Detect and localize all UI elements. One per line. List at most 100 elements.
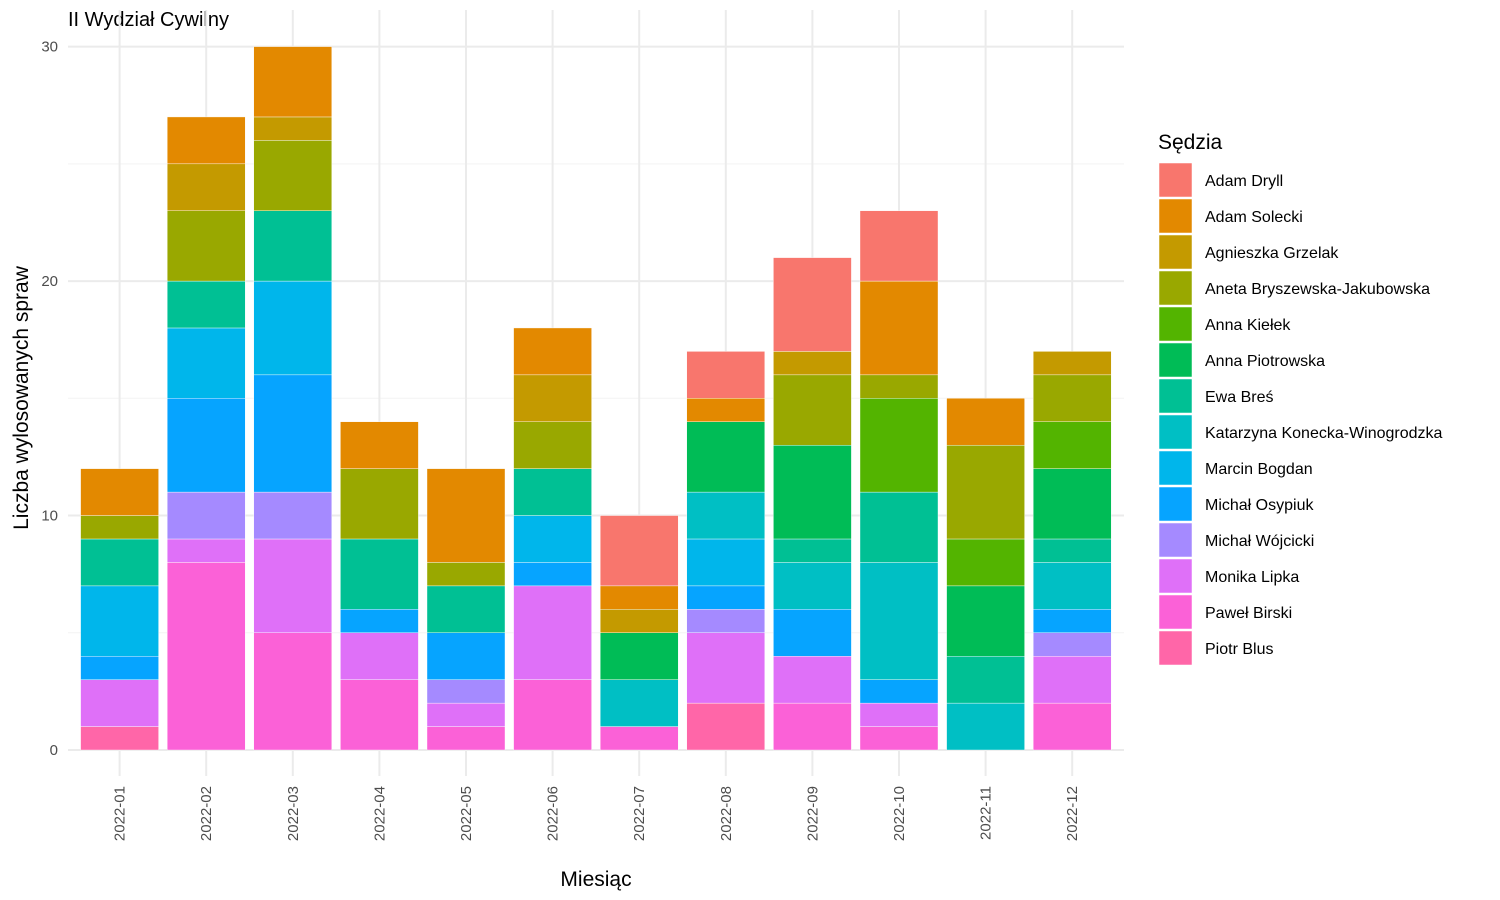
bar-2022-03-michal-osypiuk bbox=[253, 374, 333, 493]
bar-2022-09-michal-osypiuk bbox=[773, 609, 852, 657]
bar-2022-01-michal-osypiuk bbox=[80, 656, 159, 680]
bar-2022-08-marcin-bogdan bbox=[686, 538, 765, 587]
bar-2022-02-ewa-bres bbox=[166, 280, 246, 329]
bar-2022-01-monika-lipka bbox=[80, 679, 159, 727]
bar-2022-02-aneta-bryszewska-jakubowska bbox=[166, 210, 246, 282]
bar-2022-01-marcin-bogdan bbox=[80, 585, 159, 657]
x-tick-label: 2022-05 bbox=[458, 786, 475, 841]
bar-2022-07-adam-solecki bbox=[600, 585, 679, 610]
legend-swatch-ewa-bres bbox=[1158, 378, 1193, 414]
legend-swatch-adam-dryll bbox=[1158, 162, 1193, 198]
bar-2022-10-adam-solecki bbox=[859, 280, 939, 376]
bar-2022-09-katarzyna-konecka-winogrodzka bbox=[773, 562, 852, 610]
legend-swatch-pawel-birski bbox=[1158, 594, 1193, 630]
bar-2022-09-agnieszka-grzelak bbox=[773, 351, 852, 376]
bar-2022-09-adam-dryll bbox=[773, 257, 852, 352]
bar-2022-04-aneta-bryszewska-jakubowska bbox=[340, 468, 419, 540]
legend-label-michal-osypiuk: Michał Osypiuk bbox=[1205, 497, 1314, 514]
x-tick-label: 2022-02 bbox=[198, 786, 215, 841]
legend-label-monika-lipka: Monika Lipka bbox=[1205, 569, 1299, 586]
legend-label-katarzyna-konecka-winogrodzka: Katarzyna Konecka-Winogrodzka bbox=[1205, 425, 1443, 442]
x-tick-label: 2022-09 bbox=[804, 786, 821, 841]
legend-label-pawel-birski: Paweł Birski bbox=[1205, 605, 1292, 622]
legend-label-anna-kielek: Anna Kiełek bbox=[1205, 317, 1291, 334]
x-tick-label: 2022-04 bbox=[371, 786, 388, 841]
bar-2022-12-ewa-bres bbox=[1032, 538, 1112, 563]
legend-label-aneta-bryszewska-jakubowska: Aneta Bryszewska-Jakubowska bbox=[1205, 281, 1430, 298]
bar-2022-11-aneta-bryszewska-jakubowska bbox=[946, 444, 1025, 540]
bar-2022-01-aneta-bryszewska-jakubowska bbox=[80, 515, 159, 540]
bar-2022-03-aneta-bryszewska-jakubowska bbox=[253, 140, 333, 211]
bar-2022-12-pawel-birski bbox=[1032, 702, 1112, 751]
x-tick-label: 2022-08 bbox=[718, 786, 735, 841]
bar-2022-09-ewa-bres bbox=[773, 538, 852, 563]
x-tick-label: 2022-06 bbox=[545, 786, 562, 841]
legend-label-adam-dryll: Adam Dryll bbox=[1205, 173, 1283, 190]
bar-2022-12-anna-piotrowska bbox=[1032, 468, 1112, 540]
bar-2022-08-michal-wojcicki bbox=[686, 609, 765, 633]
legend-swatch-marcin-bogdan bbox=[1158, 450, 1193, 486]
y-axis-ticks: 0 10 20 30 bbox=[41, 39, 58, 759]
bar-2022-10-monika-lipka bbox=[859, 702, 939, 727]
legend-swatch-katarzyna-konecka-winogrodzka bbox=[1158, 414, 1193, 450]
bar-2022-02-michal-wojcicki bbox=[166, 491, 246, 540]
bar-2022-12-monika-lipka bbox=[1032, 656, 1112, 704]
bar-2022-07-katarzyna-konecka-winogrodzka bbox=[600, 679, 679, 727]
bar-2022-06-marcin-bogdan bbox=[513, 515, 592, 563]
legend-label-marcin-bogdan: Marcin Bogdan bbox=[1205, 461, 1313, 478]
bar-2022-02-agnieszka-grzelak bbox=[166, 163, 246, 211]
bar-2022-08-piotr-blus bbox=[686, 702, 765, 751]
bar-2022-09-aneta-bryszewska-jakubowska bbox=[773, 374, 852, 446]
bar-2022-12-michal-wojcicki bbox=[1032, 632, 1112, 657]
bar-2022-03-ewa-bres bbox=[253, 210, 333, 282]
legend-swatch-piotr-blus bbox=[1158, 630, 1193, 666]
chart-title: II Wydział Cywilny bbox=[68, 9, 229, 31]
bar-2022-07-adam-dryll bbox=[600, 515, 679, 587]
legend-label-adam-solecki: Adam Solecki bbox=[1205, 209, 1303, 226]
bar-2022-09-pawel-birski bbox=[773, 702, 852, 751]
bar-2022-08-anna-piotrowska bbox=[686, 421, 765, 493]
bar-2022-03-agnieszka-grzelak bbox=[253, 116, 333, 141]
x-axis-ticks: 2022-01 2022-02 2022-03 2022-04 2022-05 2022-… bbox=[112, 786, 1082, 841]
x-axis-title: Miesiąc bbox=[560, 868, 631, 891]
bar-2022-03-adam-solecki bbox=[253, 46, 333, 118]
bar-2022-03-monika-lipka bbox=[253, 538, 333, 633]
bar-2022-05-aneta-bryszewska-jakubowska bbox=[426, 562, 506, 587]
legend-title: Sędzia bbox=[1158, 131, 1223, 154]
bar-2022-12-aneta-bryszewska-jakubowska bbox=[1032, 374, 1112, 422]
bar-2022-08-michal-osypiuk bbox=[686, 585, 765, 610]
legend-swatch-monika-lipka bbox=[1158, 558, 1193, 594]
bar-2022-07-pawel-birski bbox=[600, 726, 679, 751]
bar-2022-05-pawel-birski bbox=[426, 726, 506, 751]
legend-label-piotr-blus: Piotr Blus bbox=[1205, 641, 1273, 658]
bar-2022-06-pawel-birski bbox=[513, 679, 592, 751]
bar-2022-06-aneta-bryszewska-jakubowska bbox=[513, 421, 592, 469]
y-tick-label: 20 bbox=[41, 273, 58, 290]
bar-2022-07-agnieszka-grzelak bbox=[600, 609, 679, 633]
bar-2022-10-katarzyna-konecka-winogrodzka bbox=[859, 562, 939, 680]
bar-2022-09-monika-lipka bbox=[773, 656, 852, 704]
bar-2022-11-adam-solecki bbox=[946, 398, 1025, 446]
bar-2022-08-adam-dryll bbox=[686, 351, 765, 399]
bar-2022-06-ewa-bres bbox=[513, 468, 592, 516]
bar-2022-05-michal-wojcicki bbox=[426, 679, 506, 704]
bar-2022-06-monika-lipka bbox=[513, 585, 592, 680]
bar-2022-10-anna-kielek bbox=[859, 398, 939, 493]
legend-swatch-aneta-bryszewska-jakubowska bbox=[1158, 270, 1193, 306]
bar-2022-11-katarzyna-konecka-winogrodzka bbox=[946, 702, 1025, 751]
bars-layer bbox=[80, 46, 1112, 751]
bar-2022-08-monika-lipka bbox=[686, 632, 765, 704]
bar-2022-05-adam-solecki bbox=[426, 468, 506, 563]
y-tick-label: 30 bbox=[41, 39, 58, 56]
bar-2022-10-michal-osypiuk bbox=[859, 679, 939, 704]
bar-2022-11-anna-kielek bbox=[946, 538, 1025, 587]
bar-2022-01-ewa-bres bbox=[80, 538, 159, 587]
bar-2022-06-agnieszka-grzelak bbox=[513, 374, 592, 422]
x-tick-label: 2022-12 bbox=[1064, 786, 1081, 841]
bar-2022-08-adam-solecki bbox=[686, 398, 765, 422]
bar-2022-06-michal-osypiuk bbox=[513, 562, 592, 587]
bar-2022-02-michal-osypiuk bbox=[166, 398, 246, 493]
y-tick-label: 0 bbox=[50, 742, 58, 759]
legend: Sędzia Adam Dryll Adam Solecki Agnieszka G… bbox=[1158, 131, 1443, 666]
